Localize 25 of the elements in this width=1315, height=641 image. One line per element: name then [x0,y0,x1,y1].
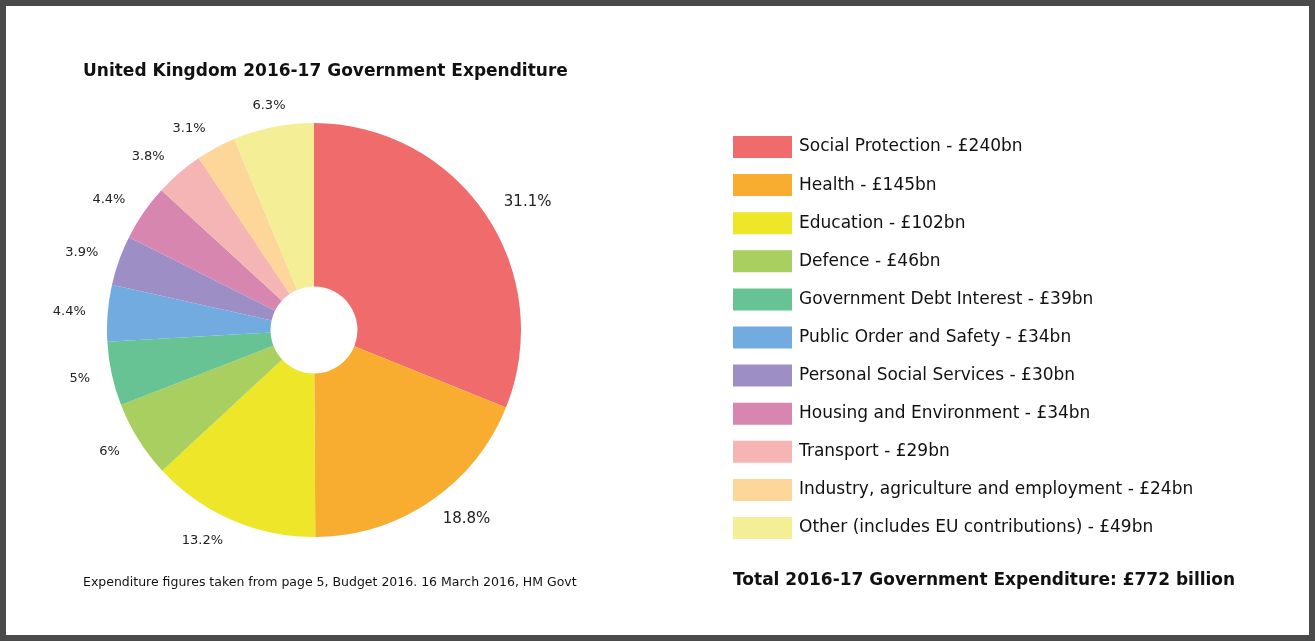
legend-label: Other (includes EU contributions) - £49bn [799,516,1154,537]
data-label: 4.4% [92,191,126,207]
data-label: 4.4% [52,302,86,318]
chart-title: United Kingdom 2016-17 Government Expenditure [83,60,568,81]
legend-label: Public Order and Safety - £34bn [799,325,1072,346]
data-label: 5% [69,369,91,385]
data-label: 31.1% [503,191,552,210]
data-label: 6.3% [252,96,286,112]
legend-label: Housing and Environment - £34bn [799,402,1091,423]
legend-label: Industry, agriculture and employment - £24bn [799,478,1194,499]
data-label: 6% [99,442,120,458]
legend-label: Transport - £29bn [798,440,950,461]
legend-label: Health - £145bn [799,173,937,194]
text: Expenditure figures taken from page 5, Budget 2016. 16 March 2016, HM Govt [83,574,577,590]
legend-label: Government Debt Interest - £39bn [799,287,1094,308]
text: Total 2016-17 Government Expenditure: £772 billion [733,569,1236,590]
legend-label: Personal Social Services - £30bn [799,364,1076,385]
data-label: 3.1% [172,119,206,135]
legend-label: Social Protection - £240bn [799,135,1023,156]
data-label: 13.2% [181,531,224,547]
data-label: 18.8% [442,509,491,528]
legend-label: Defence - £46bn [799,249,941,270]
data-label: 3.9% [65,244,99,260]
legend-label: Education - £102bn [799,211,966,232]
data-label: 3.8% [131,147,165,163]
